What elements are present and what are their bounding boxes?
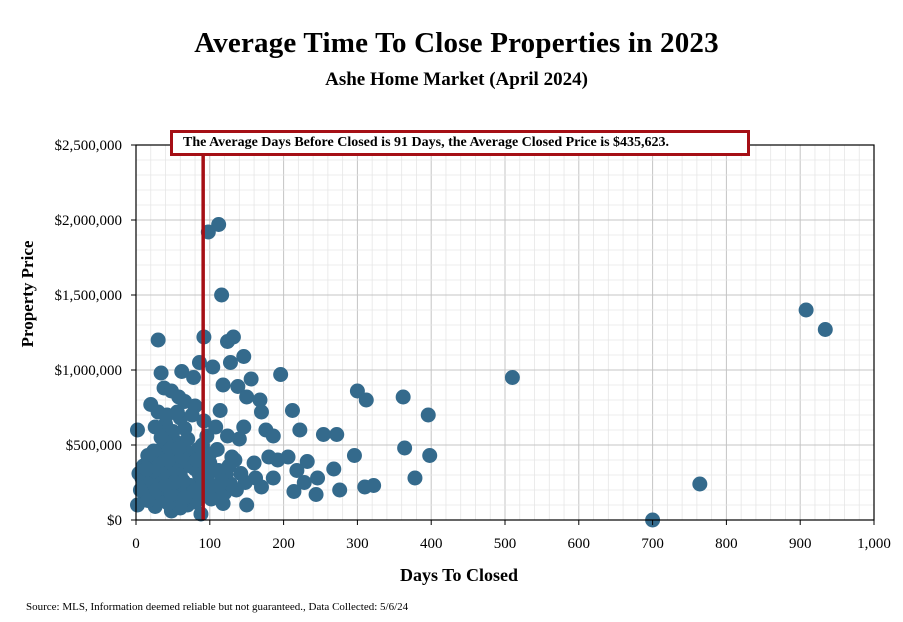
data-point bbox=[165, 424, 181, 439]
data-point bbox=[222, 355, 238, 370]
data-point bbox=[289, 463, 305, 478]
data-point bbox=[296, 475, 312, 490]
x-tick-label: 0 bbox=[132, 536, 140, 552]
data-point bbox=[407, 470, 423, 486]
data-point bbox=[177, 490, 193, 505]
x-tick-label: 100 bbox=[199, 536, 222, 552]
x-tick-label: 200 bbox=[272, 536, 295, 552]
data-point bbox=[184, 407, 200, 423]
data-point bbox=[160, 452, 176, 468]
data-point bbox=[212, 403, 228, 418]
data-point bbox=[284, 403, 300, 418]
data-point bbox=[236, 419, 252, 435]
data-point bbox=[214, 287, 230, 303]
data-point bbox=[220, 428, 236, 444]
data-point bbox=[265, 428, 281, 444]
source-note: Source: MLS, Information deemed reliable… bbox=[26, 601, 409, 613]
y-tick-label: $500,000 bbox=[66, 438, 122, 454]
data-point bbox=[150, 332, 166, 348]
y-tick-label: $2,500,000 bbox=[55, 138, 123, 154]
y-tick-label: $1,500,000 bbox=[55, 288, 123, 304]
data-point bbox=[233, 466, 249, 481]
data-point bbox=[252, 392, 268, 408]
data-point bbox=[273, 367, 289, 382]
data-point bbox=[420, 407, 436, 423]
x-tick-label: 800 bbox=[715, 536, 738, 552]
y-tick-label: $1,000,000 bbox=[55, 363, 123, 379]
data-point bbox=[214, 473, 230, 489]
data-point bbox=[357, 479, 373, 495]
data-point bbox=[202, 446, 218, 462]
data-point bbox=[692, 476, 708, 492]
data-point bbox=[299, 454, 315, 469]
chart-title: Average Time To Close Properties in 2023 bbox=[194, 27, 719, 59]
data-point bbox=[239, 497, 255, 513]
y-tick-label: $2,000,000 bbox=[55, 213, 123, 229]
data-point bbox=[227, 452, 243, 468]
data-point bbox=[346, 448, 362, 463]
data-point bbox=[253, 404, 269, 420]
data-point bbox=[231, 431, 247, 447]
data-point bbox=[153, 430, 169, 445]
data-point bbox=[138, 461, 154, 477]
data-point bbox=[169, 404, 185, 420]
data-point bbox=[230, 379, 246, 394]
x-tick-label: 900 bbox=[789, 536, 812, 552]
data-point bbox=[215, 377, 231, 393]
data-point bbox=[246, 455, 262, 471]
data-point bbox=[177, 421, 193, 436]
data-point bbox=[422, 448, 438, 463]
data-point bbox=[189, 452, 205, 468]
data-point bbox=[129, 422, 145, 438]
data-point bbox=[186, 370, 202, 385]
data-point bbox=[358, 392, 374, 408]
x-tick-label: 1,000 bbox=[857, 536, 891, 552]
data-point bbox=[817, 322, 833, 337]
data-point bbox=[174, 364, 190, 379]
data-point bbox=[332, 482, 348, 498]
x-tick-label: 700 bbox=[641, 536, 664, 552]
data-point bbox=[286, 484, 302, 499]
x-tick-label: 400 bbox=[420, 536, 443, 552]
data-point bbox=[243, 371, 259, 387]
data-point bbox=[140, 493, 156, 508]
chart-subtitle: Ashe Home Market (April 2024) bbox=[325, 69, 588, 90]
data-point bbox=[395, 389, 411, 405]
data-point bbox=[211, 217, 227, 232]
data-point bbox=[261, 449, 277, 465]
data-point bbox=[220, 334, 236, 349]
data-point bbox=[329, 427, 345, 442]
data-point bbox=[248, 470, 264, 486]
data-point bbox=[153, 365, 169, 381]
data-point bbox=[171, 440, 187, 456]
data-point bbox=[132, 482, 148, 498]
x-tick-label: 300 bbox=[346, 536, 369, 552]
y-axis-title: Property Price bbox=[18, 240, 37, 347]
data-point bbox=[798, 302, 814, 318]
x-tick-label: 500 bbox=[494, 536, 517, 552]
data-point bbox=[265, 470, 281, 486]
data-point bbox=[310, 470, 326, 486]
average-annotation-box: The Average Days Before Closed is 91 Day… bbox=[170, 130, 750, 156]
data-point bbox=[326, 461, 342, 477]
axis-layer: 0 100 200 300 400 500 600 700 800 900 1,000 $0 $500,… bbox=[55, 138, 891, 552]
y-tick-label: $0 bbox=[107, 513, 122, 529]
data-point bbox=[292, 422, 308, 438]
data-point bbox=[158, 478, 174, 493]
x-tick-label: 600 bbox=[568, 536, 591, 552]
data-point bbox=[308, 487, 324, 502]
points-layer bbox=[129, 217, 833, 528]
data-point bbox=[397, 440, 413, 456]
data-point bbox=[236, 349, 252, 364]
x-axis-title: Days To Closed bbox=[400, 565, 518, 585]
data-point bbox=[239, 389, 255, 405]
data-point bbox=[315, 427, 331, 442]
data-point bbox=[205, 359, 221, 375]
data-point bbox=[504, 370, 520, 385]
